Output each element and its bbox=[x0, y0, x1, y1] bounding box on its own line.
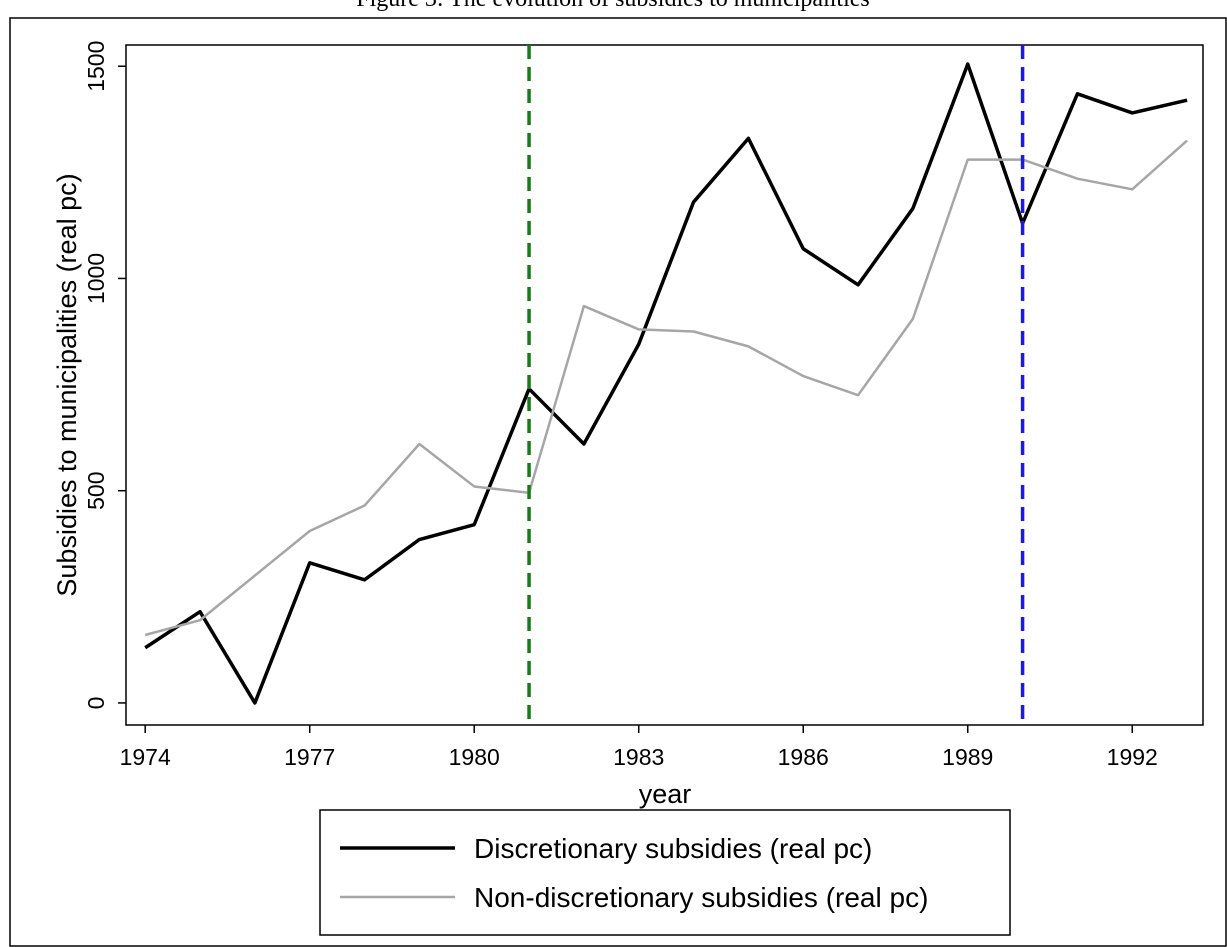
y-tick-label: 1500 bbox=[83, 41, 109, 92]
legend-label: Non-discretionary subsidies (real pc) bbox=[474, 882, 928, 913]
legend-box bbox=[319, 809, 1011, 936]
y-tick-label: 0 bbox=[83, 697, 109, 710]
x-tick-label: 1989 bbox=[942, 744, 993, 770]
x-tick-label: 1980 bbox=[449, 744, 500, 770]
x-tick-label: 1983 bbox=[613, 744, 664, 770]
x-tick-label: 1977 bbox=[284, 744, 335, 770]
x-tick-label: 1992 bbox=[1107, 744, 1158, 770]
x-tick-label: 1974 bbox=[120, 744, 171, 770]
series-line bbox=[144, 139, 1188, 637]
x-tick-label: 1986 bbox=[778, 744, 829, 770]
chart-title: Figure 3: The evolution of subsidies to … bbox=[356, 0, 870, 12]
series-line bbox=[144, 62, 1188, 705]
y-tick-label: 1000 bbox=[83, 253, 109, 304]
y-axis-title: Subsidies to municipalities (real pc) bbox=[52, 173, 82, 596]
legend-label: Discretionary subsidies (real pc) bbox=[474, 833, 872, 864]
outer-frame bbox=[9, 17, 1227, 947]
x-axis-title: year bbox=[639, 779, 692, 809]
plot-frame bbox=[125, 44, 1204, 726]
y-tick-label: 500 bbox=[83, 472, 109, 510]
